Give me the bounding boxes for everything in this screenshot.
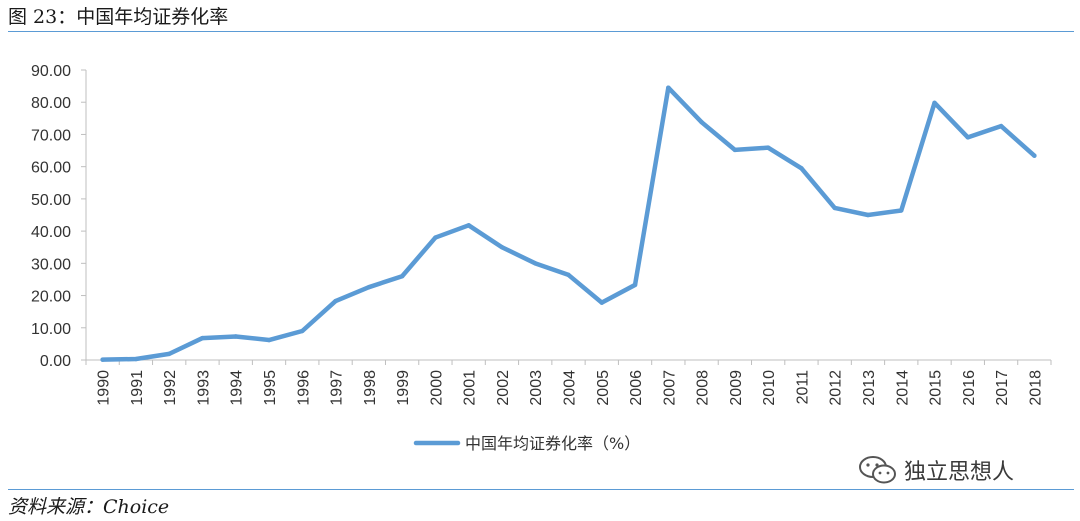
data-point: [799, 166, 804, 171]
data-point: [899, 208, 904, 213]
data-point: [399, 274, 405, 279]
y-tick-label: 50.00: [31, 192, 71, 209]
x-tick-label: 2008: [695, 370, 712, 406]
y-tick-label: 40.00: [31, 224, 71, 241]
x-tick-label: 2009: [728, 370, 745, 406]
x-tick-label: 2013: [861, 370, 878, 406]
data-point: [932, 100, 937, 106]
x-tick-label: 1999: [395, 370, 412, 406]
figure-title: 图 23：中国年均证券化率: [8, 6, 229, 28]
title-divider: [8, 31, 1074, 32]
data-point: [100, 357, 105, 362]
x-tick-label: 2014: [894, 370, 911, 406]
x-tick-label: 1994: [229, 370, 246, 406]
legend-label: 中国年均证券化率（%）: [465, 434, 640, 453]
x-tick-label: 2003: [528, 370, 545, 406]
x-tick-label: 1998: [362, 370, 379, 406]
data-point: [200, 335, 205, 341]
wechat-icon: [859, 456, 896, 484]
data-point: [832, 205, 837, 211]
data-point: [666, 85, 671, 90]
x-tick-label: 1995: [262, 370, 279, 406]
y-tick-label: 10.00: [31, 321, 71, 338]
x-tick-label: 2004: [562, 370, 579, 406]
data-point: [133, 356, 139, 362]
x-tick-label: 2006: [628, 370, 645, 406]
data-point: [333, 298, 338, 304]
data-point: [499, 245, 505, 250]
y-tick-label: 0.00: [40, 353, 71, 370]
y-tick-label: 30.00: [31, 256, 71, 273]
y-tick-label: 60.00: [31, 160, 71, 177]
data-point: [266, 337, 272, 343]
data-point: [166, 351, 172, 357]
figure-source: 资料来源：Choice: [8, 496, 170, 518]
x-tick-label: 2000: [428, 370, 445, 406]
x-tick-label: 2012: [828, 370, 845, 406]
chart-legend: 中国年均证券化率（%）: [413, 434, 640, 453]
data-point: [599, 300, 604, 305]
y-tick-label: 20.00: [31, 289, 71, 306]
x-tick-label: 2010: [761, 370, 778, 406]
data-point: [566, 272, 571, 278]
data-point: [433, 235, 438, 240]
x-axis-ticks: 1990 1991 1992 1993 1994 1995 1996 1997 1998 1999…: [85, 360, 1052, 406]
y-axis-ticks: 0.00 10.00 20.00 30.00 40.00 50.00 60.00 70.00 8…: [31, 63, 86, 370]
x-tick-label: 2016: [961, 370, 978, 406]
x-tick-label: 2002: [495, 370, 512, 406]
watermark-text: 独立思想人: [904, 460, 1015, 485]
x-tick-label: 1993: [195, 370, 212, 406]
series-line: [100, 85, 1037, 362]
x-tick-label: 2018: [1027, 370, 1044, 406]
x-tick-label: 1992: [162, 370, 179, 406]
data-point: [233, 334, 238, 339]
data-point: [699, 120, 704, 125]
x-tick-label: 1990: [96, 370, 113, 406]
chart-series: [100, 85, 1037, 362]
data-point: [998, 123, 1004, 129]
x-tick-label: 2005: [595, 370, 612, 406]
data-point: [300, 328, 305, 334]
data-point: [732, 147, 738, 153]
source-divider: [8, 489, 1074, 490]
x-tick-label: 2001: [462, 370, 479, 406]
data-point: [632, 282, 638, 288]
x-tick-label: 2011: [794, 370, 811, 405]
y-tick-label: 70.00: [31, 127, 71, 144]
data-point: [965, 135, 971, 140]
x-tick-label: 2007: [661, 370, 678, 406]
data-point: [466, 223, 471, 228]
watermark: 独立思想人: [858, 454, 1014, 486]
y-tick-label: 90.00: [31, 63, 71, 80]
chart-axes: [85, 70, 1051, 361]
data-point: [865, 212, 871, 218]
x-tick-label: 1991: [129, 370, 146, 406]
line-chart: 0.00 10.00 20.00 30.00 40.00 50.00 60.00 70.00 8…: [31, 63, 1052, 453]
data-point: [1032, 153, 1037, 158]
data-point: [366, 284, 372, 290]
x-tick-label: 2017: [994, 370, 1011, 406]
x-tick-label: 1996: [295, 370, 312, 406]
x-tick-label: 1997: [329, 370, 346, 406]
y-tick-label: 80.00: [31, 95, 71, 112]
data-point: [765, 145, 771, 150]
x-tick-label: 2015: [928, 370, 945, 406]
data-point: [533, 261, 538, 266]
